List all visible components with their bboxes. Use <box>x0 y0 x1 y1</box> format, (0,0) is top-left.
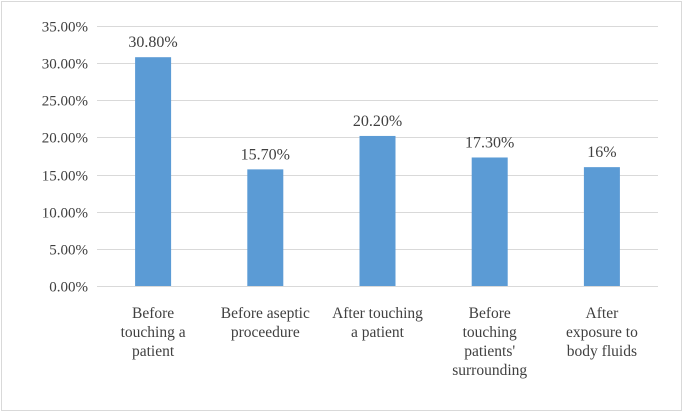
data-label: 16% <box>587 144 616 161</box>
category-label: a patient <box>351 324 405 341</box>
category-label: touching <box>463 324 517 341</box>
bar <box>247 169 284 286</box>
category-label: Before aseptic <box>221 305 310 322</box>
bar <box>135 57 172 287</box>
category-label: touching a <box>121 324 186 341</box>
category-label: After <box>586 305 620 322</box>
data-label: 17.30% <box>465 134 514 151</box>
data-labels: 30.80% 15.70% 20.20% 17.30% 16% <box>128 34 616 163</box>
y-tick-label: 30.00% <box>42 57 88 73</box>
bar <box>359 135 396 286</box>
y-axis-tick-labels: 0.00% 5.00% 10.00% 15.00% 20.00% 25.00% 30.00%… <box>42 20 88 296</box>
y-tick-label: 0.00% <box>49 280 88 296</box>
y-tick-label: 35.00% <box>42 20 88 36</box>
y-tick-label: 5.00% <box>49 243 88 259</box>
category-label: patients' <box>464 343 515 360</box>
category-label: proceedure <box>231 324 300 341</box>
category-label: Before <box>469 305 511 322</box>
bar <box>471 157 508 286</box>
data-label: 15.70% <box>241 146 290 163</box>
category-label: exposure to <box>566 324 638 341</box>
category-label: surrounding <box>452 362 527 379</box>
x-axis-category-labels: Before touching a patient Before aseptic pro… <box>121 305 638 379</box>
y-tick-label: 15.00% <box>42 169 88 185</box>
y-tick-label: 25.00% <box>42 94 88 110</box>
category-label: After touching <box>332 305 423 322</box>
category-label: body fluids <box>567 343 637 360</box>
category-label: Before <box>132 305 174 322</box>
bars <box>135 57 620 287</box>
y-tick-label: 20.00% <box>42 131 88 147</box>
category-label: patient <box>132 343 175 360</box>
data-label: 20.20% <box>353 113 402 130</box>
y-tick-label: 10.00% <box>42 206 88 222</box>
bar <box>583 167 620 286</box>
data-label: 30.80% <box>128 34 177 51</box>
